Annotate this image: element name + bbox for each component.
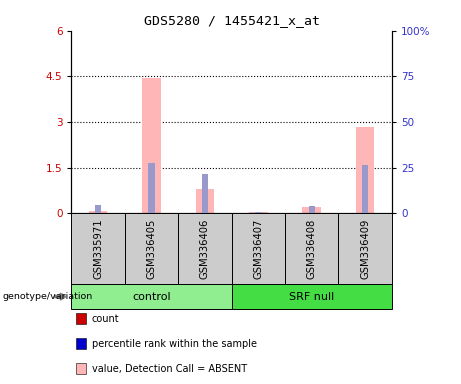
Text: value, Detection Call = ABSENT: value, Detection Call = ABSENT	[92, 364, 247, 374]
Bar	[285, 213, 338, 284]
Text: GSM336407: GSM336407	[254, 218, 263, 279]
Text: control: control	[132, 291, 171, 302]
Text: percentile rank within the sample: percentile rank within the sample	[92, 339, 257, 349]
Bar	[356, 127, 374, 213]
Text: SRF null: SRF null	[289, 291, 334, 302]
Bar	[71, 284, 231, 309]
Bar	[255, 212, 261, 213]
Bar	[302, 207, 321, 213]
Text: genotype/variation: genotype/variation	[2, 292, 93, 301]
Bar	[178, 213, 231, 284]
Bar	[195, 189, 214, 213]
Text: GSM336408: GSM336408	[307, 218, 317, 279]
Bar	[95, 205, 101, 213]
Bar	[202, 174, 208, 213]
Bar	[142, 78, 161, 213]
Bar	[125, 213, 178, 284]
Text: count: count	[92, 314, 119, 324]
Bar	[249, 212, 268, 213]
Text: GSM336409: GSM336409	[360, 218, 370, 279]
Bar	[338, 213, 392, 284]
Bar	[308, 206, 315, 213]
Title: GDS5280 / 1455421_x_at: GDS5280 / 1455421_x_at	[144, 14, 319, 27]
Bar	[231, 213, 285, 284]
Bar	[148, 163, 155, 213]
Bar	[362, 165, 368, 213]
Bar	[71, 213, 125, 284]
Text: GSM335971: GSM335971	[93, 218, 103, 279]
Bar	[231, 284, 392, 309]
Bar	[89, 211, 107, 213]
Text: GSM336405: GSM336405	[147, 218, 157, 279]
Text: GSM336406: GSM336406	[200, 218, 210, 279]
